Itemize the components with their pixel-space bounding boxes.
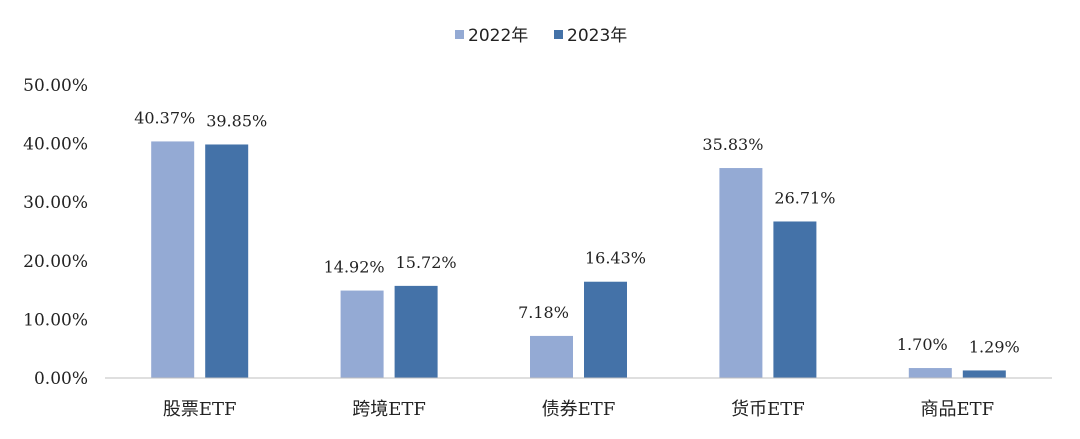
data-label-3-1: 26.71% <box>774 188 835 207</box>
y-tick-label: 20.00% <box>23 252 88 272</box>
data-label-0-1: 39.85% <box>206 111 267 130</box>
x-category-label: 跨境ETF <box>352 399 426 420</box>
bar-1-0 <box>340 290 384 378</box>
data-label-2-1: 16.43% <box>585 249 646 268</box>
bar-4-0 <box>908 368 952 378</box>
bars <box>151 141 1006 378</box>
x-category-label: 股票ETF <box>163 399 237 420</box>
bar-0-1 <box>205 144 249 378</box>
legend-label-0: 2022年 <box>468 26 528 46</box>
x-category-label: 债券ETF <box>542 399 616 420</box>
data-label-3-0: 35.83% <box>702 135 763 154</box>
data-label-2-0: 7.18% <box>518 303 569 322</box>
data-label-4-1: 1.29% <box>969 337 1020 356</box>
bar-1-1 <box>394 285 438 378</box>
data-label-0-0: 40.37% <box>134 108 195 127</box>
data-label-1-1: 15.72% <box>396 253 457 272</box>
bar-3-1 <box>773 221 817 378</box>
data-label-4-0: 1.70% <box>897 335 948 354</box>
legend-label-1: 2023年 <box>567 26 627 46</box>
data-label-1-0: 14.92% <box>324 258 385 277</box>
y-tick-label: 10.00% <box>23 310 88 330</box>
bar-3-0 <box>719 168 763 378</box>
y-axis: 0.00% 10.00% 20.00% 30.00% 40.00% 50.00% <box>23 76 88 389</box>
x-category-label: 货币ETF <box>731 399 805 420</box>
y-tick-label: 40.00% <box>23 135 88 155</box>
y-tick-label: 30.00% <box>23 193 88 213</box>
x-category-label: 商品ETF <box>920 399 994 420</box>
bar-2-0 <box>530 335 573 378</box>
legend-swatch-1 <box>554 30 563 39</box>
x-axis: 股票ETF 跨境ETF 债券ETF 货币ETF 商品ETF <box>163 399 994 420</box>
legend: 2022年 2023年 <box>455 26 627 46</box>
bar-4-1 <box>962 370 1006 378</box>
y-tick-label: 50.00% <box>23 76 88 96</box>
data-labels: 40.37% 39.85% 14.92% 15.72% 7.18% 16.43% 35.83… <box>134 108 1020 356</box>
legend-swatch-0 <box>455 30 464 39</box>
y-tick-label: 0.00% <box>34 369 88 389</box>
bar-0-0 <box>151 141 195 378</box>
bar-2-1 <box>584 281 627 378</box>
